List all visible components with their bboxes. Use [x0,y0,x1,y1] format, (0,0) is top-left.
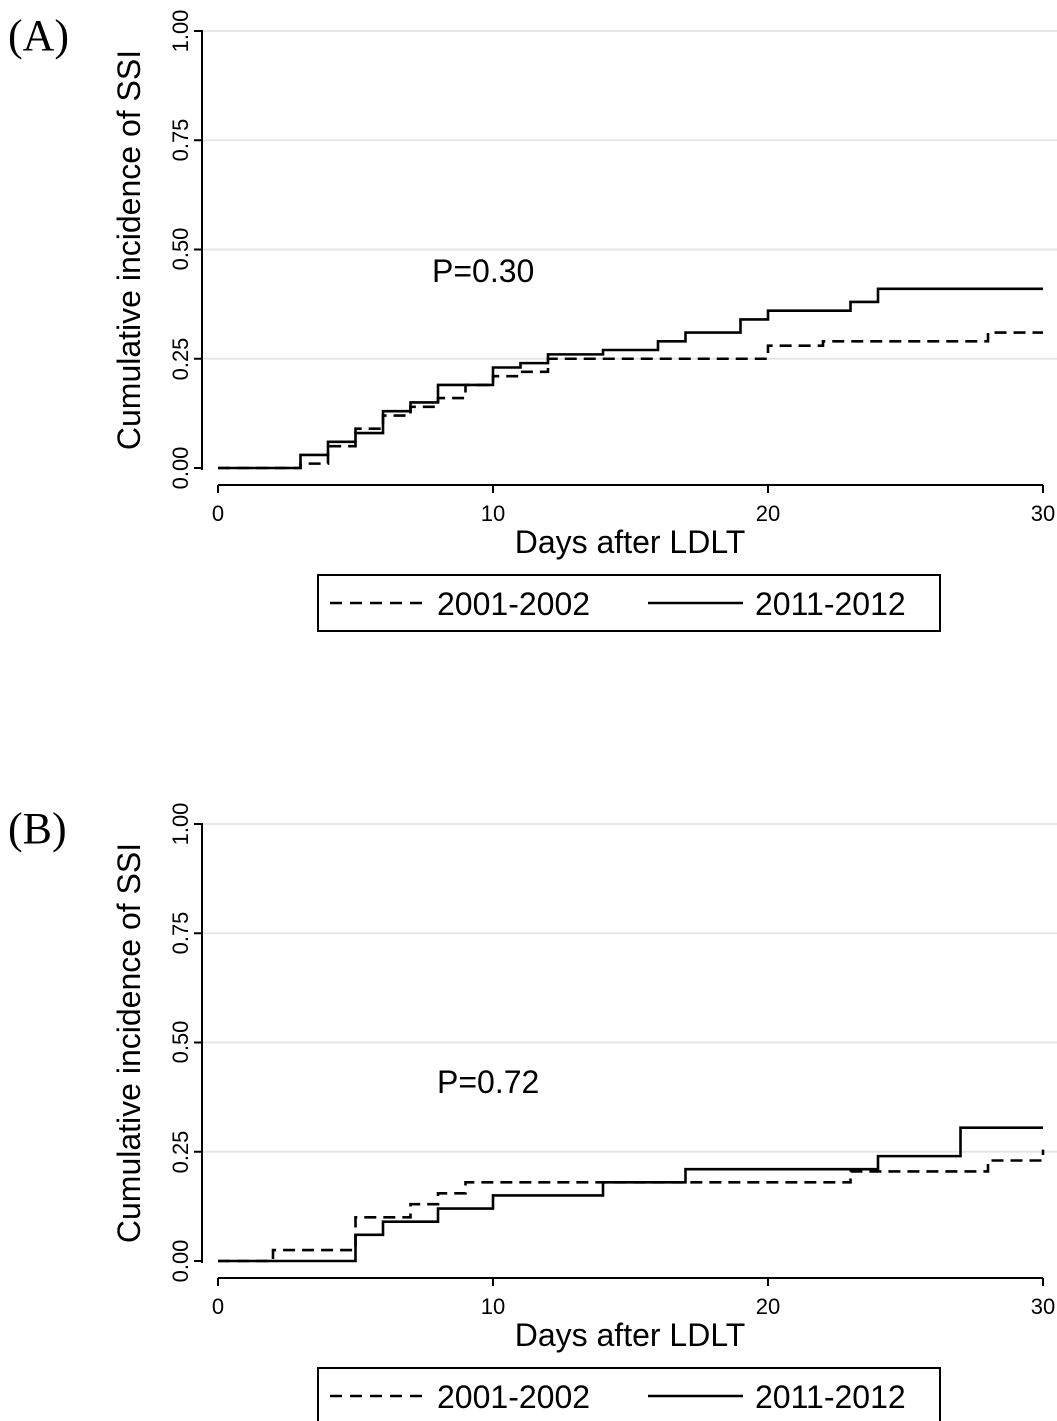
panel-b-legend-box [317,1367,941,1421]
panel-a-y-ticks [194,30,202,469]
panel-b-ytick-label: 0.50 [168,1021,193,1064]
panel-b-x-ticks [217,1278,1044,1286]
panel-b-ytick-label: 1.00 [168,803,193,846]
series-line-solid [218,287,1043,470]
panel-a: (A) 0.00 0.25 0.50 0.75 1.00 0 10 20 30 … [8,10,1057,632]
panel-b-legend-label: 2011-2012 [755,1379,906,1415]
panel-b: (B) 0.00 0.25 0.50 0.75 1.00 0 10 20 30 … [8,803,1057,1421]
panel-a-ytick-label: 0.50 [168,228,193,271]
panel-b-series [218,1126,1045,1263]
panel-b-legend-label: 2001-2002 [437,1379,590,1415]
panel-a-x-ticks [217,485,1044,493]
panel-a-p-value: P=0.30 [432,253,534,289]
panel-a-xtick-label: 0 [212,501,224,526]
panel-b-ytick-label: 0.00 [168,1240,193,1283]
panel-a-series [218,287,1043,470]
panel-b-xtick-label: 20 [756,1294,780,1319]
panel-a-legend-label: 2011-2012 [755,586,906,622]
panel-b-p-value: P=0.72 [437,1064,539,1100]
series-line-dashed [218,331,1043,470]
panel-a-label: (A) [8,11,69,60]
panel-b-ytick-label: 0.75 [168,912,193,955]
panel-b-xtick-label: 10 [481,1294,505,1319]
panel-b-label: (B) [8,804,67,853]
panel-b-gridlines [202,823,1057,1153]
panel-a-xtick-label: 20 [756,501,780,526]
panel-b-ytick-label: 0.25 [168,1131,193,1174]
panel-a-y-axis-title: Cumulative incidence of SSI [111,50,147,450]
panel-b-xtick-label: 0 [212,1294,224,1319]
panel-a-xtick-label: 10 [481,501,505,526]
panel-b-legend: 2001-2002 2011-2012 [317,1367,941,1421]
series-line-dashed [218,1149,1045,1263]
panel-a-x-axis-title: Days after LDLT [515,524,746,560]
panel-a-ytick-label: 0.25 [168,338,193,381]
panel-b-x-axis-title: Days after LDLT [515,1317,746,1353]
panel-b-xtick-label: 30 [1031,1294,1055,1319]
panel-a-ytick-label: 0.00 [168,447,193,490]
panel-a-gridlines [202,30,1057,360]
panel-a-legend: 2001-2002 2011-2012 [317,574,941,632]
panel-a-legend-label: 2001-2002 [437,586,590,622]
panel-a-ytick-label: 1.00 [168,10,193,53]
series-line-solid [218,1126,1043,1263]
panel-a-ytick-label: 0.75 [168,119,193,162]
panel-b-y-axis-title: Cumulative incidence of SSI [111,843,147,1243]
panel-a-xtick-label: 30 [1031,501,1055,526]
panel-b-y-ticks [194,823,202,1262]
